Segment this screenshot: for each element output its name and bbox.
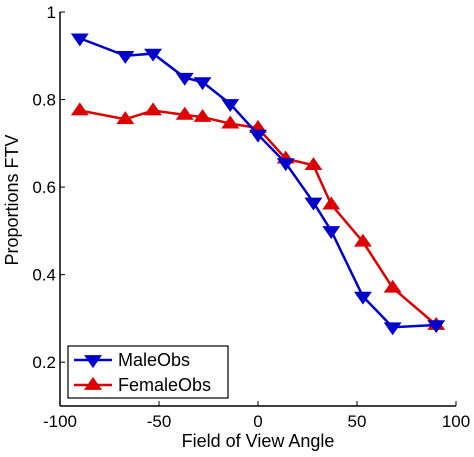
x-tick-label: 0 <box>253 412 262 431</box>
x-tick-label: -100 <box>43 412 77 431</box>
data-point <box>383 279 402 293</box>
data-point <box>322 226 341 239</box>
data-point <box>144 48 163 62</box>
data-point <box>304 157 323 171</box>
legend-marker <box>84 376 102 390</box>
data-point <box>193 108 212 122</box>
data-point <box>427 320 446 334</box>
data-point <box>70 102 89 116</box>
y-tick-label: 1 <box>47 3 56 22</box>
x-tick-label: 50 <box>348 412 367 431</box>
data-point <box>249 129 267 143</box>
y-tick-label: 0.6 <box>32 178 56 197</box>
x-tick-label: -50 <box>147 412 172 431</box>
data-point <box>383 322 402 336</box>
data-point <box>276 158 295 172</box>
data-point <box>193 77 212 91</box>
legend-marker <box>84 355 102 369</box>
data-point <box>221 115 240 129</box>
series-maleobs <box>70 33 446 336</box>
data-point <box>175 106 194 120</box>
series-femaleobs <box>70 102 446 330</box>
y-tick-label: 0.2 <box>32 353 56 372</box>
axes: -100 -50 0 50 100 0.2 0.4 0.6 0.8 1 <box>32 3 470 431</box>
legend-label: MaleObs <box>118 350 190 370</box>
y-tick-label: 0.8 <box>32 91 56 110</box>
data-point <box>116 111 135 125</box>
data-point <box>70 33 89 47</box>
y-axis-label: Proportions FTV <box>2 134 22 265</box>
data-point <box>353 291 372 305</box>
series-line <box>79 37 437 329</box>
data-point <box>304 197 323 211</box>
data-point <box>221 99 240 113</box>
data-point <box>144 102 163 116</box>
x-tick-label: 100 <box>442 412 470 431</box>
legend-label: FemaleObs <box>118 375 211 395</box>
series-line <box>79 109 438 326</box>
data-point <box>175 72 194 86</box>
y-tick-label: 0.4 <box>32 266 56 285</box>
legend: MaleObs FemaleObs <box>67 345 229 399</box>
series-layer <box>70 33 446 336</box>
data-point <box>116 50 135 64</box>
x-axis-label: Field of View Angle <box>182 431 335 451</box>
data-point <box>322 196 341 210</box>
legend-item-femaleobs: FemaleObs <box>74 375 211 395</box>
data-point <box>353 233 372 247</box>
legend-item-maleobs: MaleObs <box>74 350 190 370</box>
